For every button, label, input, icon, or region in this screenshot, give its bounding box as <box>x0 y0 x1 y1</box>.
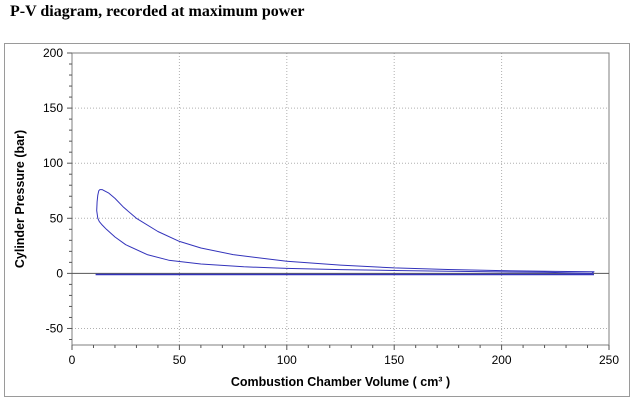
y-tick-label: 150 <box>43 101 63 115</box>
pv-chart: 0 50 100 150 200 250 -50 0 50 100 150 200 Combustio… <box>13 46 619 389</box>
axis-ticks: 0 50 100 150 200 250 -50 0 50 100 150 200 <box>43 46 619 367</box>
y-tick-label: -50 <box>46 321 64 335</box>
x-axis-label: Combustion Chamber Volume ( cm³ ) <box>231 375 450 389</box>
chart-panel: 0 50 100 150 200 250 -50 0 50 100 150 200 Combustio… <box>4 43 630 397</box>
plot-area <box>71 52 610 346</box>
y-tick-label: 0 <box>56 266 63 280</box>
pv-loop-line <box>96 189 595 274</box>
x-tick-label: 250 <box>599 353 619 367</box>
x-tick-label: 200 <box>492 353 512 367</box>
x-tick-label: 0 <box>69 353 76 367</box>
x-tick-label: 50 <box>173 353 187 367</box>
y-tick-label: 200 <box>43 46 63 60</box>
y-tick-label: 100 <box>43 156 63 170</box>
y-tick-label: 50 <box>50 211 64 225</box>
grid <box>72 53 609 345</box>
x-tick-label: 150 <box>384 353 404 367</box>
x-tick-label: 100 <box>277 353 297 367</box>
data-series <box>95 189 595 276</box>
page-title: P-V diagram, recorded at maximum power <box>10 3 305 20</box>
y-axis-label: Cylinder Pressure (bar) <box>13 130 27 268</box>
